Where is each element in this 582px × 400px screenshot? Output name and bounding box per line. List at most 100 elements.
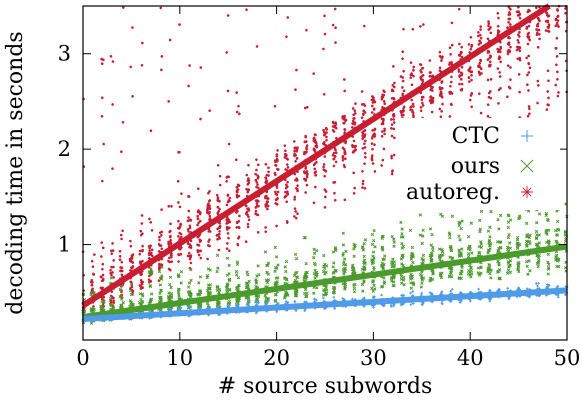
data-point bbox=[266, 278, 271, 282]
data-point bbox=[257, 204, 260, 208]
data-point bbox=[479, 67, 483, 70]
data-point bbox=[120, 269, 124, 273]
data-point bbox=[468, 69, 471, 73]
data-point bbox=[237, 104, 240, 108]
data-point bbox=[92, 291, 96, 295]
data-point bbox=[341, 155, 345, 158]
data-point bbox=[373, 132, 376, 136]
data-point bbox=[352, 121, 356, 125]
data-point bbox=[294, 154, 298, 157]
data-point bbox=[332, 121, 335, 125]
data-point bbox=[228, 220, 232, 224]
data-point bbox=[256, 213, 260, 217]
data-point bbox=[266, 300, 270, 303]
data-point bbox=[158, 283, 162, 287]
data-point bbox=[283, 296, 287, 300]
data-point bbox=[314, 140, 318, 144]
data-point bbox=[450, 61, 454, 64]
data-point bbox=[93, 253, 96, 256]
data-point bbox=[147, 245, 151, 248]
data-point bbox=[518, 16, 522, 20]
data-point bbox=[496, 29, 500, 32]
data-point bbox=[208, 190, 211, 193]
data-point bbox=[216, 285, 220, 289]
data-point bbox=[517, 41, 520, 44]
data-point bbox=[197, 221, 200, 225]
data-point bbox=[140, 282, 144, 286]
data-point bbox=[285, 278, 289, 282]
data-point bbox=[235, 226, 238, 229]
data-point bbox=[150, 272, 153, 276]
data-point bbox=[449, 289, 452, 293]
data-point bbox=[294, 160, 297, 163]
data-point bbox=[554, 255, 558, 259]
data-point bbox=[137, 301, 142, 305]
data-point bbox=[380, 261, 385, 265]
data-point bbox=[448, 236, 452, 240]
data-point bbox=[497, 57, 501, 60]
data-point bbox=[341, 282, 345, 286]
data-point bbox=[158, 231, 162, 235]
data-point bbox=[479, 40, 482, 43]
data-point bbox=[499, 87, 502, 90]
data-point bbox=[118, 254, 122, 258]
data-point bbox=[508, 246, 512, 250]
data-point bbox=[138, 249, 142, 253]
data-point bbox=[147, 278, 151, 281]
data-point bbox=[293, 154, 296, 158]
data-point bbox=[208, 230, 212, 233]
data-point bbox=[293, 149, 296, 153]
data-point bbox=[438, 55, 442, 58]
data-point bbox=[237, 225, 240, 229]
data-point bbox=[150, 248, 154, 252]
data-point bbox=[506, 42, 510, 46]
data-point bbox=[497, 261, 501, 266]
data-point bbox=[457, 220, 461, 225]
x-tick-label: 10 bbox=[166, 346, 193, 370]
data-point bbox=[516, 57, 520, 61]
data-point bbox=[167, 267, 171, 271]
data-point bbox=[467, 76, 471, 79]
data-point bbox=[296, 184, 299, 188]
data-point bbox=[245, 173, 249, 177]
data-point bbox=[351, 263, 355, 267]
data-point bbox=[322, 163, 326, 166]
data-point bbox=[225, 203, 229, 207]
data-point bbox=[399, 110, 403, 113]
data-point bbox=[421, 258, 425, 263]
data-point bbox=[536, 284, 539, 288]
data-point bbox=[469, 268, 474, 273]
data-point bbox=[448, 63, 451, 66]
data-point bbox=[363, 129, 367, 132]
data-point bbox=[129, 239, 132, 243]
data-point bbox=[516, 38, 520, 42]
data-point bbox=[497, 227, 501, 231]
data-point bbox=[419, 109, 423, 113]
data-point bbox=[391, 169, 394, 172]
data-point bbox=[245, 210, 249, 214]
data-point bbox=[507, 265, 511, 269]
data-point bbox=[304, 134, 307, 138]
data-point bbox=[556, 227, 560, 231]
data-point bbox=[100, 114, 104, 118]
data-point bbox=[556, 23, 559, 27]
data-point bbox=[343, 116, 346, 120]
data-point bbox=[363, 142, 366, 146]
data-point bbox=[450, 21, 454, 25]
data-point bbox=[555, 63, 558, 67]
data-point bbox=[141, 244, 144, 248]
data-point bbox=[168, 260, 171, 264]
data-point bbox=[488, 243, 492, 247]
data-point bbox=[449, 300, 453, 303]
data-point bbox=[460, 45, 464, 49]
data-point bbox=[121, 6, 125, 9]
data-point bbox=[265, 202, 268, 206]
data-point bbox=[167, 291, 171, 295]
data-point bbox=[343, 285, 348, 289]
data-point bbox=[306, 173, 309, 177]
data-point bbox=[235, 110, 239, 114]
data-point bbox=[274, 202, 277, 205]
data-point bbox=[168, 38, 172, 42]
data-point bbox=[496, 240, 500, 244]
data-point bbox=[401, 303, 405, 306]
